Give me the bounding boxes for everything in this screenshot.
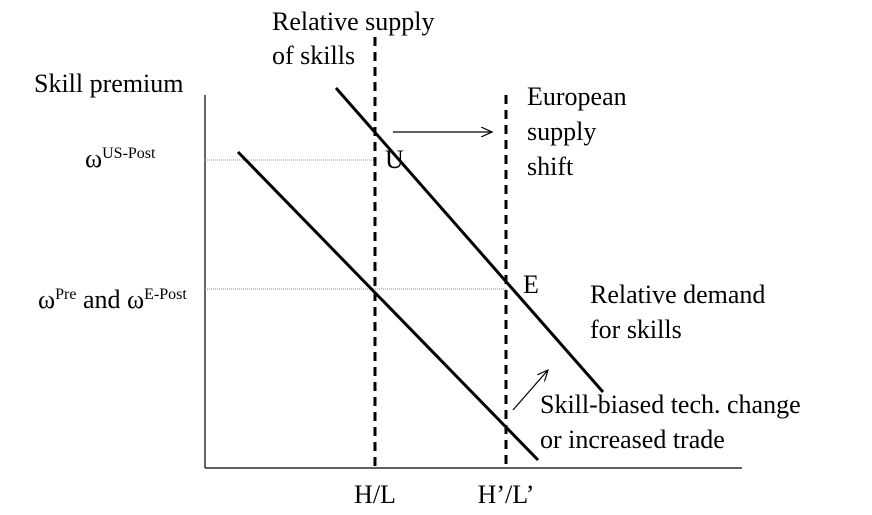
- wage-label: ωPre and ωE-Post: [38, 285, 187, 314]
- wage-symbol: ω: [38, 285, 55, 314]
- wage-superscript: E-Post: [144, 286, 187, 303]
- demand-label: for skills: [590, 315, 682, 344]
- demand-label: Relative demand: [590, 280, 765, 309]
- point-label: U: [385, 145, 404, 174]
- shift-label: supply: [527, 117, 596, 146]
- x-tick-label: H/L: [354, 480, 396, 509]
- supply-label: Relative supply: [272, 7, 434, 36]
- x-tick-label: H’/L’: [478, 480, 535, 509]
- point-label: E: [523, 270, 539, 299]
- shift-label: European: [527, 82, 627, 111]
- wage-symbol: ω: [127, 285, 144, 314]
- shift-label: shift: [527, 152, 574, 181]
- cause-label: or increased trade: [540, 425, 725, 454]
- wage-label: ωUS-Post: [85, 144, 156, 173]
- demand-curve: [334, 87, 605, 393]
- y-axis-label: Skill premium: [34, 69, 184, 98]
- wage-superscript: Pre: [55, 286, 76, 303]
- wage-superscript: US-Post: [102, 145, 156, 162]
- shift-arrow: [512, 370, 548, 411]
- wage-connector: and: [76, 285, 127, 314]
- wage-symbol: ω: [85, 144, 102, 173]
- supply-label: of skills: [272, 41, 355, 70]
- cause-label: Skill-biased tech. change: [540, 390, 801, 419]
- demand-curve: [236, 150, 540, 462]
